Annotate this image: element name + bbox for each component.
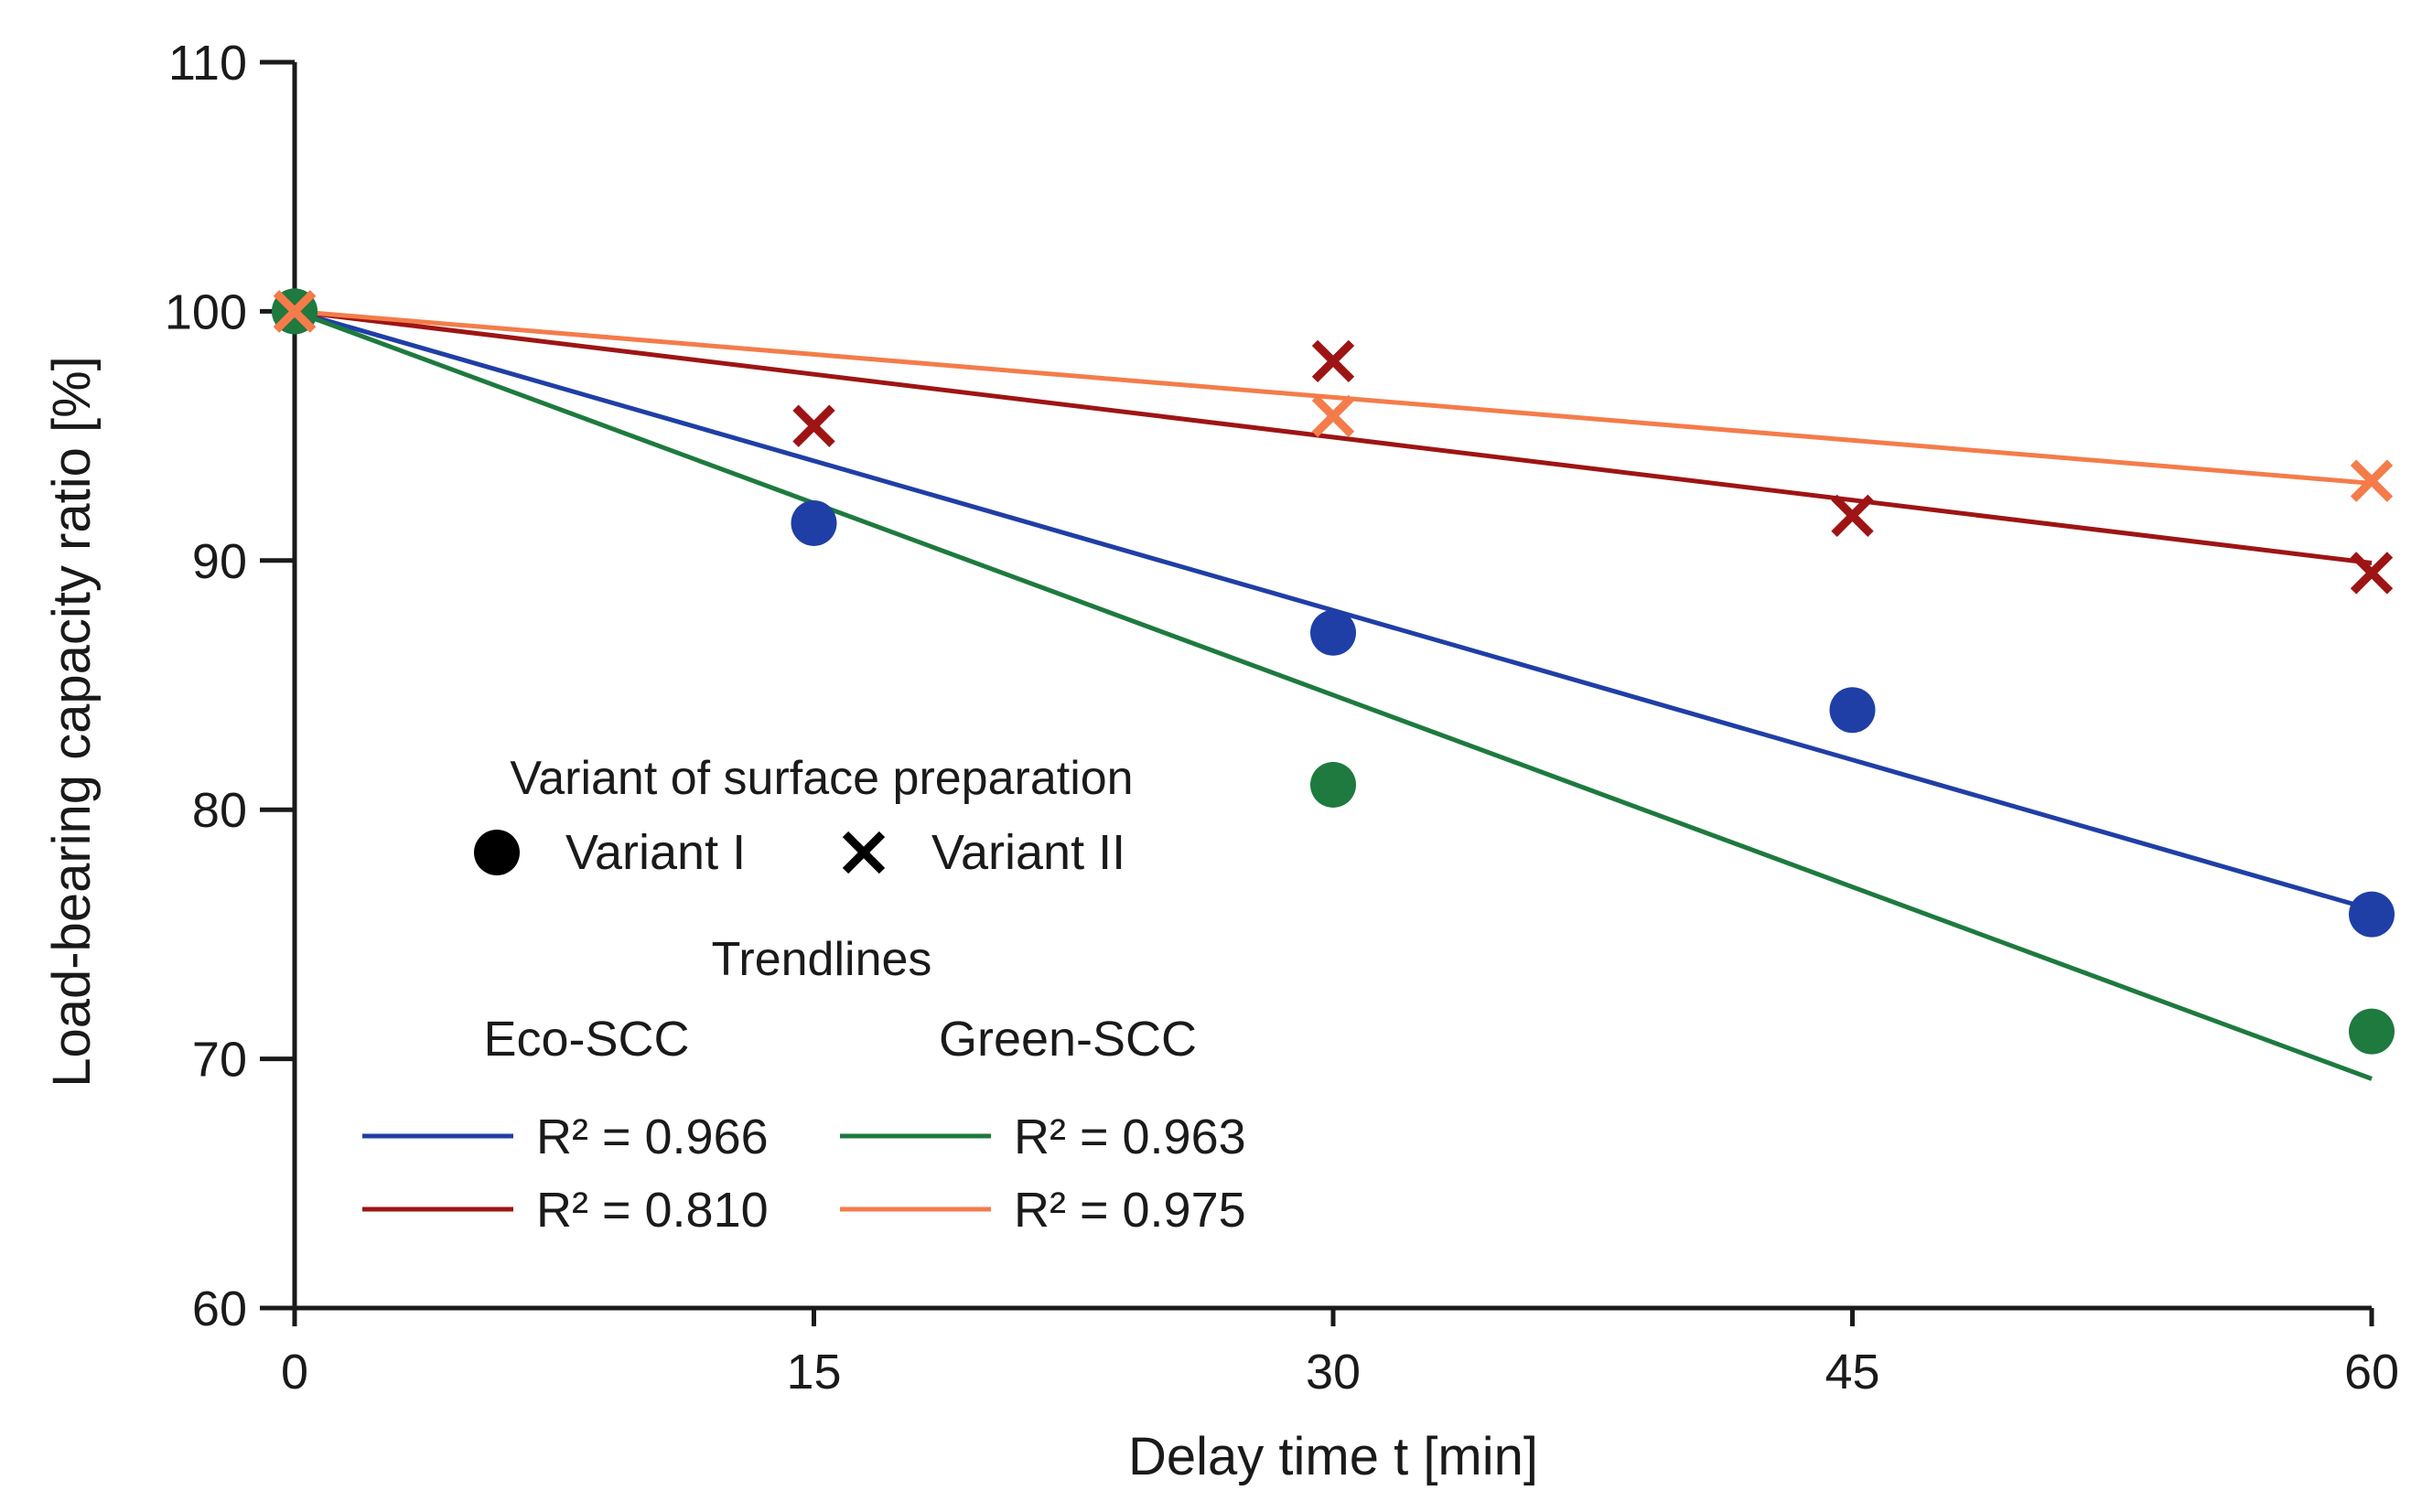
legend-trend-label: R² = 0.810	[536, 1183, 769, 1238]
y-tick-label: 80	[192, 783, 247, 838]
trendlines	[294, 308, 2373, 1081]
data-point-green-I	[1310, 761, 1356, 808]
data-point-green-II	[1311, 394, 1355, 437]
legend-group-green: Green-SCC	[939, 1012, 1197, 1067]
legend-circle-marker	[474, 830, 520, 875]
trendline-eco-II	[294, 308, 2373, 566]
data-point-eco-II	[1311, 339, 1355, 383]
cross-stroke	[2350, 552, 2394, 595]
trendline-green-II	[294, 308, 2373, 486]
legend-trend-title: Trendlines	[712, 933, 932, 986]
y-tick-label: 70	[192, 1033, 247, 1088]
legend-trend-label: R² = 0.975	[1014, 1183, 1246, 1238]
axes: 60 70 80 90 100 110 0 15 30 45 60 Delay time t [min…	[42, 36, 2399, 1486]
legend-variant-i-label: Variant I	[565, 825, 746, 880]
cross-stroke	[842, 831, 886, 874]
y-tick-label: 100	[165, 284, 247, 339]
data-point-eco-II	[792, 404, 835, 447]
cross-stroke	[2350, 459, 2394, 502]
data-point-eco-II	[2350, 552, 2394, 595]
x-tick-label: 15	[786, 1345, 841, 1399]
data-point-eco-I	[791, 499, 837, 546]
legend-variant-ii-label: Variant II	[931, 825, 1125, 880]
cross-stroke	[792, 404, 835, 447]
data-point-eco-I	[2349, 891, 2395, 938]
y-axis-title: Load-bearing capacity ratio [%]	[42, 356, 102, 1088]
trendline-green-I	[294, 309, 2373, 1081]
x-tick-label: 30	[1306, 1345, 1361, 1399]
legend-cross-marker	[842, 831, 886, 874]
data-point-eco-I	[1310, 609, 1356, 656]
x-tick-label: 0	[281, 1345, 308, 1399]
y-tick-label: 110	[168, 36, 247, 91]
legend-trend-label: R² = 0.966	[536, 1110, 769, 1164]
legend-group-eco: Eco-SCC	[483, 1012, 689, 1067]
x-axis-title: Delay time t [min]	[1128, 1427, 1538, 1486]
legend-trend-label: R² = 0.963	[1014, 1110, 1246, 1164]
x-tick-label: 45	[1825, 1345, 1879, 1399]
cross-stroke	[1311, 339, 1355, 383]
y-tick-label: 90	[192, 534, 247, 589]
y-tick-label: 60	[192, 1281, 247, 1336]
data-points	[272, 288, 2395, 1055]
cross-stroke	[1831, 494, 1874, 537]
legend-marker-title: Variant of surface preparation	[510, 752, 1133, 805]
legend: Variant of surface preparation Variant I V…	[362, 752, 1246, 1238]
data-point-green-II	[2350, 459, 2394, 502]
data-point-eco-II	[1831, 494, 1874, 537]
data-point-green-II	[273, 290, 317, 333]
cross-stroke	[273, 290, 317, 333]
data-point-eco-I	[1829, 687, 1876, 734]
cross-stroke	[1311, 394, 1355, 437]
data-point-green-I	[2349, 1008, 2395, 1055]
x-tick-label: 60	[2344, 1345, 2399, 1399]
